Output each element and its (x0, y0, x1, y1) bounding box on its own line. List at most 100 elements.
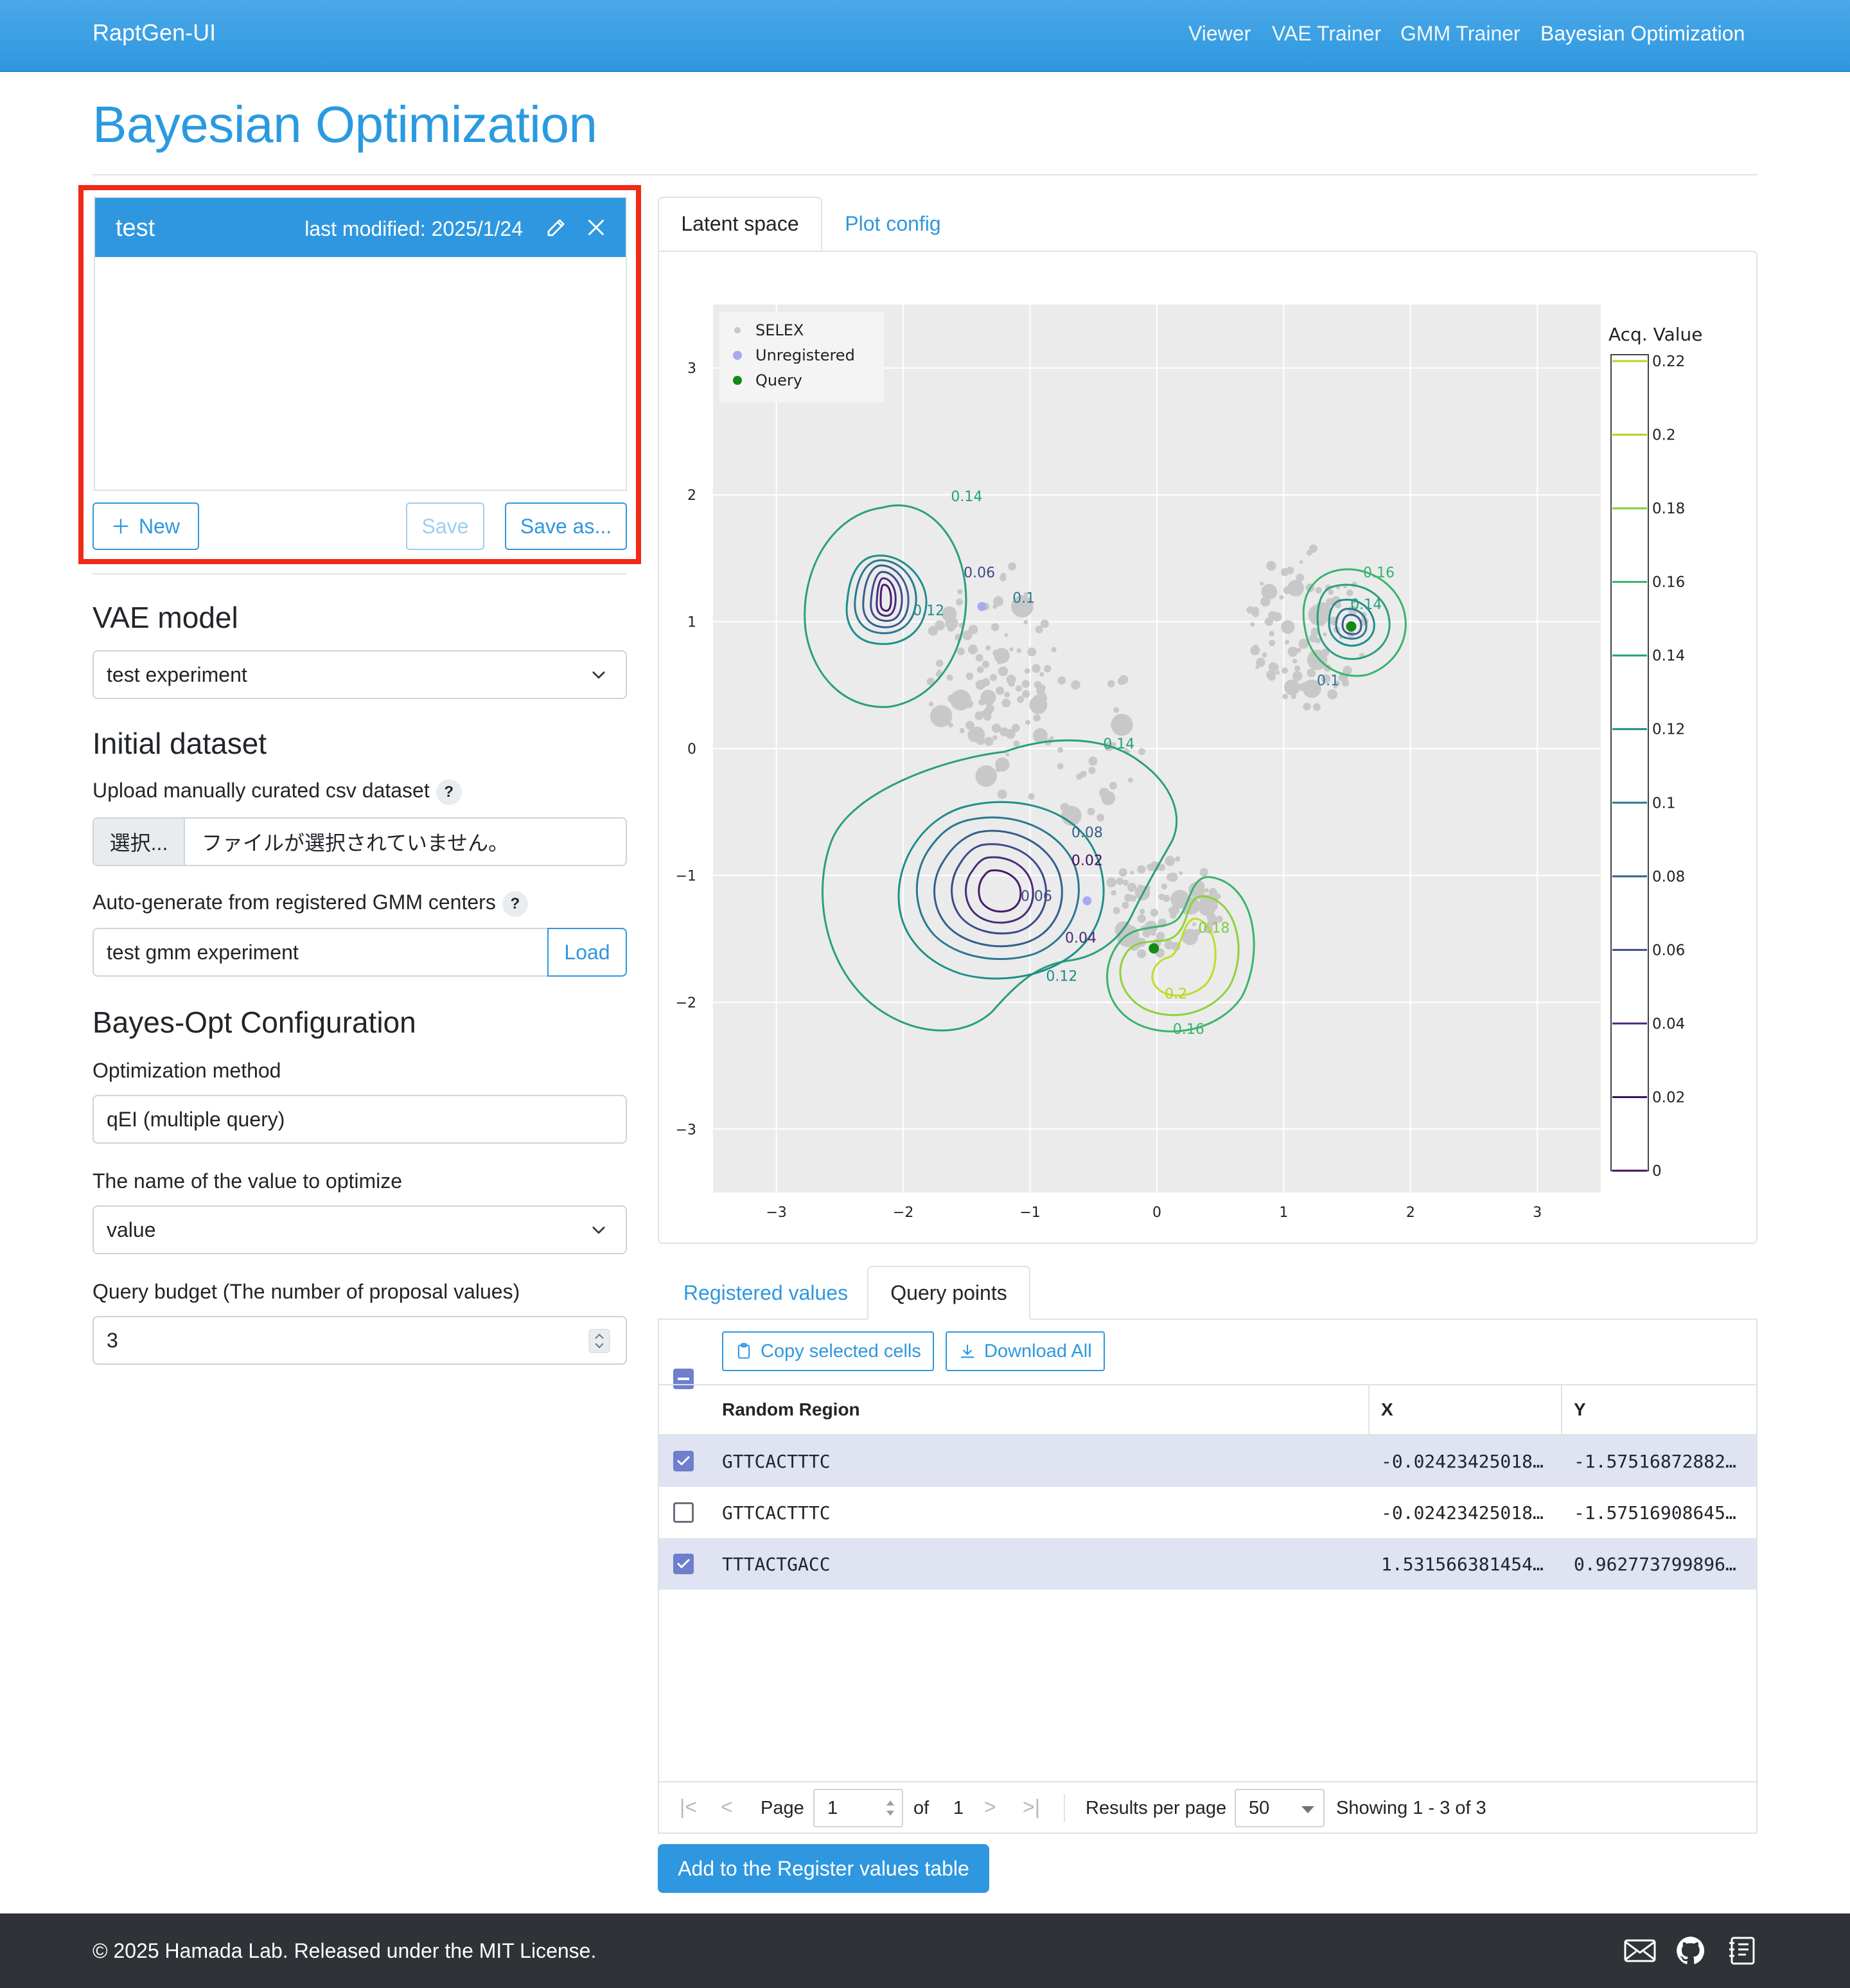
selex-point (956, 598, 964, 606)
stepper-icon[interactable] (588, 1329, 610, 1353)
selex-point (1192, 922, 1197, 927)
selex-point (1250, 622, 1255, 627)
selex-point (1215, 916, 1223, 923)
last-page-icon[interactable]: >| (1023, 1795, 1040, 1818)
select-all-checkbox[interactable] (673, 1369, 694, 1389)
help-icon[interactable]: ? (502, 891, 528, 917)
notebook-icon[interactable] (1728, 1935, 1756, 1966)
add-to-register-button[interactable]: Add to the Register values table (658, 1844, 989, 1893)
legend[interactable]: SELEX Unregistered Query (719, 312, 884, 402)
session-item-test[interactable]: test last modified: 2025/1/24 (95, 198, 626, 257)
latent-space-plot[interactable]: 0.140.060.120.10.160.140.10.140.080.020.… (658, 251, 1758, 1244)
column-header-random-region[interactable]: Random Region (722, 1399, 860, 1419)
vae-model-select[interactable]: test experiment (92, 650, 627, 699)
selex-point (1269, 630, 1274, 637)
selex-point (1199, 867, 1208, 877)
query-budget-input[interactable]: 3 (92, 1316, 627, 1365)
save-as-button[interactable]: Save as... (505, 502, 627, 550)
vae-model-value: test experiment (107, 662, 247, 686)
brand-link[interactable]: RaptGen-UI (92, 19, 216, 46)
y-tick-label: −1 (676, 868, 696, 884)
column-header-y[interactable]: Y (1574, 1399, 1586, 1419)
selex-point (1150, 909, 1158, 917)
copy-selected-cells-button[interactable]: Copy selected cells (722, 1331, 934, 1371)
save-button[interactable]: Save (406, 502, 484, 550)
cell-random-region[interactable]: TTTACTGACC (722, 1554, 831, 1575)
selex-point (1164, 940, 1174, 950)
selex-point (976, 666, 984, 673)
session-highlight-box (78, 185, 641, 564)
close-icon[interactable] (585, 216, 608, 239)
nav-gmm-trainer[interactable]: GMM Trainer (1400, 22, 1520, 45)
selex-point (1302, 679, 1321, 698)
github-icon[interactable] (1675, 1935, 1706, 1966)
selex-point (1303, 702, 1311, 711)
nav-bayesian-optimization[interactable]: Bayesian Optimization (1540, 22, 1745, 45)
table-row[interactable]: GTTCACTTTC -0.02423425018… -1.5751690864… (659, 1487, 1756, 1538)
selex-point (937, 669, 942, 674)
contour-label: 0.12 (913, 603, 944, 619)
legend-label: Unregistered (755, 346, 855, 364)
initial-dataset-heading: Initial dataset (92, 727, 267, 760)
nav-viewer[interactable]: Viewer (1188, 22, 1251, 45)
cell-x[interactable]: 1.531566381454… (1381, 1554, 1544, 1575)
pencil-icon[interactable] (545, 216, 568, 239)
selex-point (1113, 707, 1120, 713)
table-row[interactable]: GTTCACTTTC -0.02423425018… -1.5751687288… (659, 1435, 1756, 1487)
tab-plot-config[interactable]: Plot config (845, 211, 941, 235)
contour-002-a (879, 583, 892, 612)
row-checkbox[interactable] (673, 1451, 694, 1471)
selex-point (928, 626, 938, 636)
cell-random-region[interactable]: GTTCACTTTC (722, 1502, 831, 1523)
new-session-button[interactable]: New (92, 502, 199, 550)
selex-point (1140, 909, 1145, 914)
tab-latent-space[interactable]: Latent space (658, 197, 822, 251)
tab-registered-values[interactable]: Registered values (683, 1281, 849, 1304)
selex-point (1111, 713, 1133, 736)
contour-010-a (854, 559, 917, 634)
chevron-down-icon (592, 671, 605, 679)
selex-point (1023, 592, 1028, 596)
marker-points (977, 601, 1357, 954)
cell-y[interactable]: -1.57516872882… (1574, 1451, 1736, 1472)
load-button[interactable]: Load (547, 928, 627, 977)
gmm-experiment-field[interactable]: test gmm experiment (92, 928, 550, 977)
cell-y[interactable]: -1.57516908645… (1574, 1502, 1736, 1523)
selex-point (1246, 606, 1255, 614)
results-per-page-select[interactable]: 50 (1235, 1789, 1325, 1827)
next-page-icon[interactable]: > (984, 1795, 996, 1818)
first-page-icon[interactable]: |< (680, 1795, 697, 1818)
spinner-icon[interactable] (884, 1797, 897, 1820)
selex-point (1165, 856, 1176, 866)
column-header-x[interactable]: X (1381, 1399, 1393, 1419)
contour-004-c (965, 856, 1034, 924)
table-row[interactable]: TTTACTGACC 1.531566381454… 0.96277379989… (659, 1538, 1756, 1590)
selex-point (1204, 888, 1209, 893)
row-checkbox[interactable] (673, 1554, 694, 1574)
selex-point (926, 677, 935, 686)
selex-point (1213, 892, 1221, 900)
selex-point (991, 723, 1001, 733)
selex-point (1170, 905, 1179, 915)
cell-x[interactable]: -0.02423425018… (1381, 1451, 1544, 1472)
file-choose-button[interactable]: 選択... (94, 819, 185, 865)
selex-point (1028, 793, 1035, 800)
cell-y[interactable]: 0.962773799896… (1574, 1554, 1736, 1575)
cell-random-region[interactable]: GTTCACTTTC (722, 1451, 831, 1472)
prev-page-icon[interactable]: < (721, 1795, 733, 1818)
download-all-button[interactable]: Download All (946, 1331, 1105, 1371)
selex-point (1111, 890, 1116, 896)
selex-point (1040, 619, 1049, 628)
value-name-select[interactable]: value (92, 1205, 627, 1254)
legend-label: SELEX (755, 321, 804, 339)
page-number-input[interactable]: 1 (813, 1789, 903, 1827)
row-checkbox[interactable] (673, 1502, 694, 1523)
tab-query-points[interactable]: Query points (867, 1266, 1030, 1320)
selex-point (975, 765, 997, 787)
csv-file-input[interactable]: 選択... ファイルが選択されていません。 (92, 817, 627, 866)
nav-vae-trainer[interactable]: VAE Trainer (1272, 22, 1382, 45)
help-icon[interactable]: ? (436, 779, 462, 805)
mail-icon[interactable] (1624, 1938, 1656, 1964)
navbar: RaptGen-UI Viewer VAE Trainer GMM Traine… (0, 0, 1850, 72)
cell-x[interactable]: -0.02423425018… (1381, 1502, 1544, 1523)
